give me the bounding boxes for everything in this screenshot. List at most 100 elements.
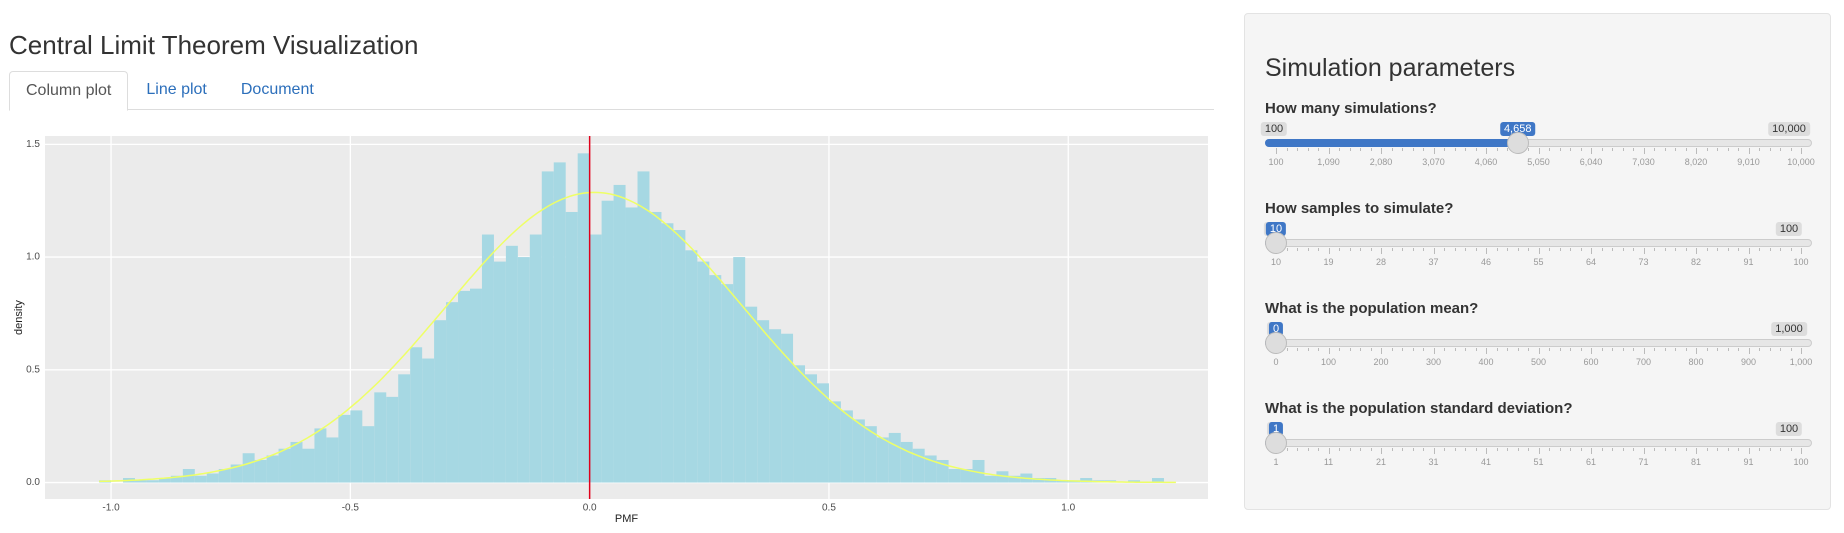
bar (242, 453, 255, 483)
y-axis-label: density (13, 300, 25, 335)
slider-tick (1328, 448, 1330, 454)
slider-handle[interactable] (1265, 432, 1287, 454)
slider-handle[interactable] (1265, 232, 1287, 254)
slider-label: What is the population standard deviatio… (1265, 400, 1573, 417)
slider-tick (1570, 448, 1571, 451)
bar (721, 284, 734, 483)
slider-handle[interactable] (1506, 132, 1529, 154)
slider-tick (1360, 148, 1361, 151)
slider-tick (1486, 248, 1487, 254)
slider-tick (1328, 248, 1330, 254)
bar (326, 437, 339, 483)
slider-tick-label: 55 (1533, 257, 1544, 267)
slider-tick (1643, 248, 1645, 254)
slider-tick (1496, 448, 1498, 451)
slider-tick (1297, 248, 1298, 251)
slider-tick (1328, 148, 1330, 154)
slider-tick (1517, 348, 1519, 351)
slider-tick (1538, 248, 1540, 254)
x-tick-label: 0.5 (822, 503, 836, 514)
bar (1032, 478, 1045, 483)
slider-tick (1790, 248, 1792, 251)
bar (254, 459, 267, 483)
slider-tick (1790, 348, 1792, 351)
slider-tick-label: 61 (1585, 457, 1597, 467)
slider-tick-label: 46 (1480, 257, 1492, 267)
bar (422, 358, 435, 483)
tab[interactable]: Column plot (9, 71, 129, 111)
bar (769, 329, 782, 483)
slider-tick (1633, 448, 1634, 451)
slider-tick (1328, 348, 1330, 354)
slider-tick (1601, 148, 1603, 151)
slider-tick (1381, 248, 1382, 254)
bar (134, 480, 147, 483)
slider-tick (1339, 248, 1340, 251)
slider-label: How samples to simulate? (1265, 200, 1454, 217)
slider-tick (1465, 248, 1466, 251)
slider-track[interactable] (1265, 339, 1812, 347)
bar (374, 392, 387, 483)
bar (529, 234, 542, 483)
bar (458, 290, 470, 483)
slider-tick-label: 19 (1323, 257, 1334, 267)
slider-tick (1643, 348, 1645, 354)
slider-tick-label: 82 (1690, 257, 1702, 267)
bar (625, 207, 638, 483)
slider-tick (1780, 248, 1781, 251)
slider-tick (1412, 148, 1414, 151)
slider-tick (1738, 248, 1739, 251)
slider-tick (1412, 248, 1414, 251)
slider-tick (1297, 148, 1298, 151)
bar (697, 261, 710, 483)
slider-tick (1286, 448, 1288, 451)
y-tick-label: 0.0 (26, 477, 40, 488)
bar (912, 448, 925, 483)
bar (852, 419, 865, 483)
page-title: Central Limit Theorem Visualization (9, 30, 419, 60)
bar (601, 200, 614, 483)
bar (924, 455, 937, 483)
slider-tick (1612, 348, 1613, 351)
slider-tick (1528, 448, 1529, 451)
slider-tick (1402, 448, 1403, 451)
slider-tick (1780, 348, 1781, 351)
bar (577, 153, 590, 483)
slider-tick (1517, 448, 1519, 451)
tab[interactable]: Document (240, 81, 314, 98)
slider-tick (1528, 248, 1529, 251)
slider-tick (1444, 348, 1445, 351)
slider-tick (1696, 348, 1697, 354)
tab[interactable]: Line plot (146, 81, 207, 98)
slider-tick (1696, 148, 1697, 154)
slider-tick (1475, 248, 1477, 251)
bar (649, 211, 662, 483)
slider-tick (1727, 248, 1729, 251)
slider-tick (1654, 448, 1655, 451)
slider-tick (1675, 448, 1676, 451)
bar (805, 374, 817, 483)
slider-tick (1360, 348, 1361, 351)
slider-max: 10,000 (1768, 122, 1810, 136)
slider-handle[interactable] (1265, 332, 1287, 354)
slider-tick (1591, 148, 1592, 154)
slider-tick-label: 5,050 (1527, 157, 1550, 167)
slider-tick-label: 1,000 (1789, 357, 1813, 367)
slider-tick (1759, 148, 1760, 151)
slider-tick (1727, 448, 1729, 451)
slider-tick (1769, 148, 1771, 151)
slider-tick (1664, 448, 1666, 451)
slider-max: 1,000 (1771, 322, 1807, 336)
slider-track[interactable] (1265, 239, 1812, 247)
slider-tick-label: 100 (1268, 157, 1284, 167)
slider-value: 4,658 (1499, 122, 1536, 136)
bar (505, 245, 518, 483)
slider-tick (1769, 448, 1771, 451)
slider-track[interactable] (1265, 439, 1812, 447)
slider-tick (1801, 248, 1802, 254)
slider-tick (1790, 448, 1792, 451)
slider-tick (1559, 448, 1561, 451)
slider-tick (1801, 148, 1802, 154)
bar (1008, 475, 1021, 483)
bar (709, 275, 722, 483)
